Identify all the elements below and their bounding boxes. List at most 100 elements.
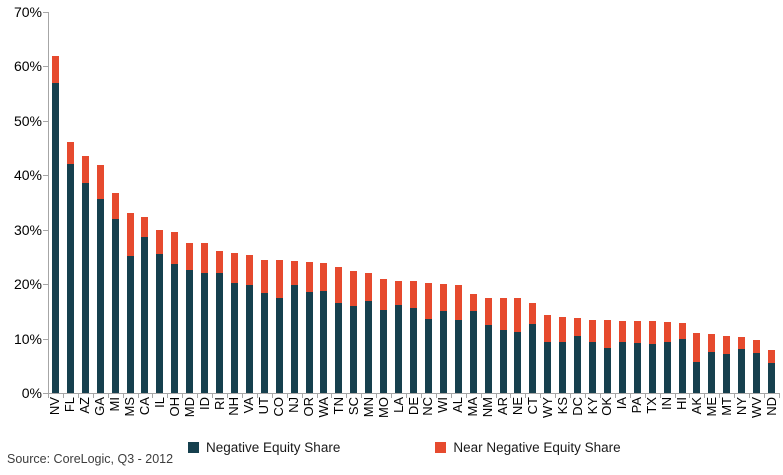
x-axis-tick — [689, 394, 691, 398]
negative-equity-segment-NM — [484, 324, 492, 393]
negative-equity-segment-CO — [275, 297, 283, 393]
negative-equity-segment-PA — [633, 343, 641, 393]
near-negative-equity-segment-CT — [529, 302, 537, 325]
negative-equity-segment-IN — [663, 342, 671, 393]
x-axis-tick — [779, 394, 780, 398]
x-axis-label-OR: OR — [301, 397, 317, 417]
negative-equity-segment-AL — [454, 319, 462, 393]
near-negative-equity-segment-HI — [678, 322, 686, 340]
x-axis-label-IN: IN — [659, 397, 675, 410]
negative-equity-segment-VA — [245, 284, 253, 393]
x-axis-tick — [644, 394, 646, 398]
near-negative-equity-segment-CA — [141, 216, 149, 238]
x-axis-label-VA: VA — [241, 397, 257, 414]
x-axis-label-KY: KY — [584, 397, 600, 415]
near-negative-equity-segment-NJ — [290, 261, 298, 285]
near-negative-equity-segment-ND — [768, 350, 776, 363]
x-axis-tick — [137, 394, 139, 398]
y-axis-tick — [43, 338, 48, 340]
x-axis-tick — [346, 394, 348, 398]
near-negative-equity-segment-ME — [708, 334, 716, 352]
x-axis-tick — [62, 394, 64, 398]
near-negative-equity-segment-OR — [305, 262, 313, 293]
negative-equity-segment-NJ — [290, 284, 298, 393]
x-axis-tick — [734, 394, 736, 398]
near-negative-equity-segment-WI — [439, 283, 447, 312]
x-axis-tick — [182, 394, 184, 398]
x-axis-label-AK: AK — [688, 397, 704, 415]
negative-equity-swatch — [188, 442, 199, 453]
x-axis-tick — [77, 394, 79, 398]
near-negative-equity-segment-MT — [723, 335, 731, 355]
x-axis-tick — [406, 394, 408, 398]
near-negative-equity-segment-WA — [320, 262, 328, 291]
x-axis-tick — [674, 394, 676, 398]
y-axis-label: 70% — [13, 4, 42, 20]
negative-equity-segment-AZ — [81, 182, 89, 393]
x-axis-tick — [659, 394, 661, 398]
near-negative-equity-segment-IA — [618, 320, 626, 343]
near-negative-equity-segment-AL — [454, 285, 462, 320]
near-negative-equity-segment-MO — [380, 279, 388, 310]
near-negative-equity-segment-WV — [753, 340, 761, 354]
negative-equity-segment-DE — [410, 308, 417, 393]
y-axis-label: 0% — [21, 385, 42, 401]
y-axis-tick — [43, 12, 48, 13]
x-axis-label-NH: NH — [226, 397, 242, 416]
x-axis-label-TN: TN — [330, 397, 346, 415]
x-axis-tick — [212, 394, 214, 398]
x-axis-tick — [719, 394, 721, 398]
x-axis-label-MI: MI — [107, 397, 123, 412]
x-axis-tick — [286, 394, 288, 398]
near-negative-equity-segment-OH — [171, 232, 179, 264]
negative-equity-segment-NV — [51, 82, 59, 393]
x-axis-tick — [510, 394, 512, 398]
near-negative-equity-segment-TN — [335, 266, 343, 303]
negative-equity-segment-MO — [380, 309, 388, 393]
near-negative-equity-segment-AZ — [81, 155, 89, 183]
x-axis-label-CT: CT — [524, 397, 540, 415]
negative-equity-segment-MN — [365, 301, 373, 393]
x-axis-label-ID: ID — [196, 397, 212, 410]
negative-equity-segment-NC — [424, 318, 432, 393]
negative-equity-segment-ND — [768, 362, 776, 393]
negative-equity-segment-OH — [171, 264, 179, 393]
x-axis-label-MO: MO — [375, 397, 391, 418]
near-negative-equity-segment-DC — [574, 317, 582, 337]
negative-equity-segment-MD — [186, 269, 194, 393]
x-axis-label-DC: DC — [569, 397, 585, 416]
x-axis-tick — [570, 394, 572, 398]
x-axis-tick — [122, 394, 124, 398]
near-negative-equity-segment-IL — [156, 229, 164, 254]
y-axis-label: 20% — [13, 276, 42, 293]
x-axis-label-MT: MT — [718, 397, 734, 416]
x-axis-label-WV: WV — [748, 397, 764, 418]
negative-equity-segment-CA — [141, 237, 149, 393]
x-axis-label-IL: IL — [151, 397, 167, 408]
y-axis-tick — [43, 66, 48, 68]
x-axis-label-TX: TX — [644, 397, 660, 414]
near-negative-equity-segment-DE — [410, 281, 417, 309]
near-negative-equity-segment-IN — [663, 321, 671, 343]
negative-equity-segment-MT — [723, 354, 731, 393]
x-axis-tick — [465, 394, 467, 398]
x-axis-tick — [555, 394, 557, 398]
near-negative-equity-segment-FL — [66, 141, 74, 164]
negative-equity-segment-FL — [66, 163, 74, 393]
near-negative-equity-segment-KS — [559, 316, 567, 343]
x-axis-tick — [376, 394, 378, 398]
y-axis-label: 10% — [13, 330, 42, 347]
negative-equity-segment-SC — [350, 305, 358, 393]
source-note: Source: CoreLogic, Q3 - 2012 — [7, 452, 174, 466]
x-axis-label-NE: NE — [509, 397, 525, 416]
y-axis-tick — [43, 229, 48, 231]
x-axis-tick — [301, 394, 303, 398]
y-axis-label: 60% — [13, 58, 42, 75]
x-axis-label-RI: RI — [211, 397, 227, 410]
x-axis-tick — [197, 394, 199, 398]
near-negative-equity-segment-AR — [499, 297, 507, 331]
negative-equity-segment-HI — [678, 339, 686, 393]
x-axis-tick — [614, 394, 616, 398]
near-negative-equity-segment-NV — [51, 55, 59, 83]
